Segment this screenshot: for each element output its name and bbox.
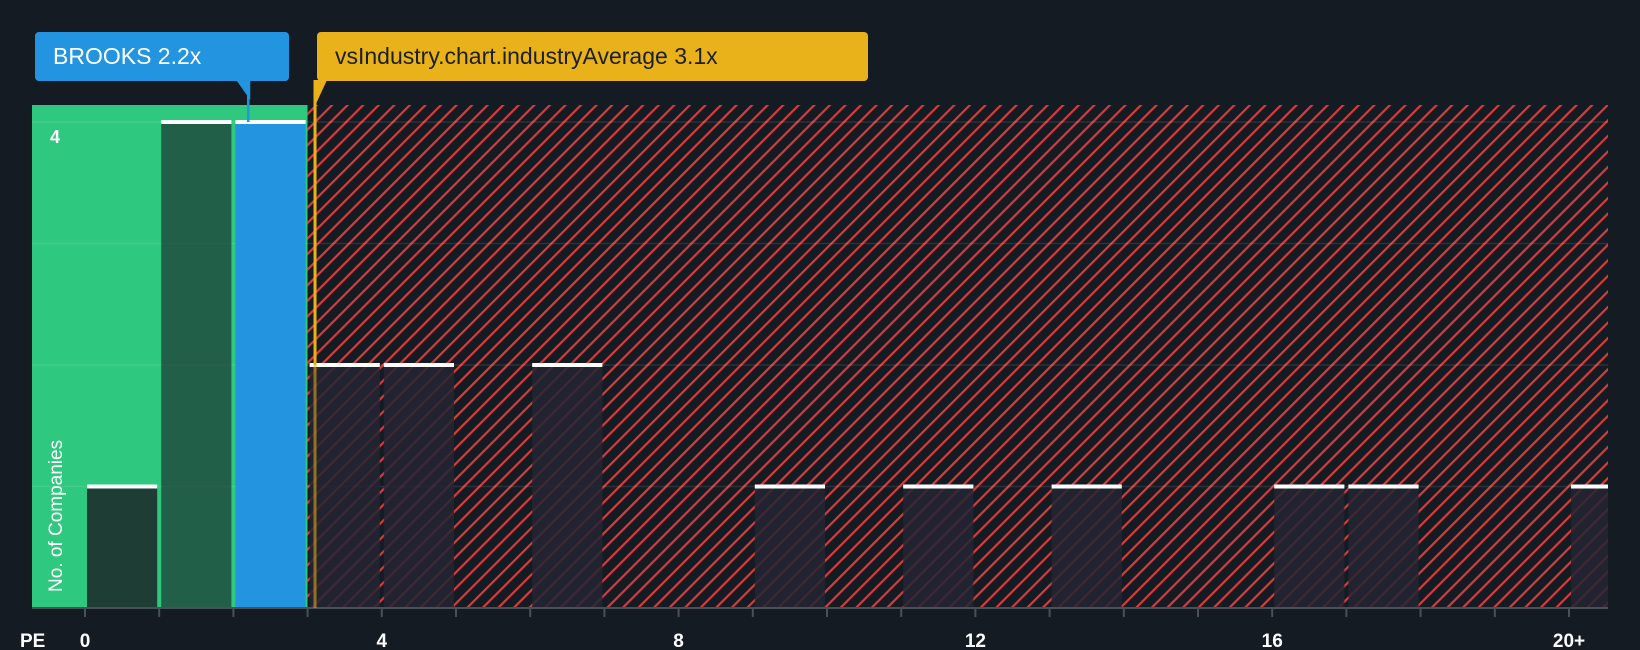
histogram-bar-4 <box>383 365 454 608</box>
y-axis-label: No. of Companies <box>46 440 67 592</box>
histogram-bar-8 <box>1051 486 1122 608</box>
x-tick-label: 20+ <box>1553 631 1585 650</box>
histogram-bar-cap-6 <box>754 484 825 489</box>
x-tick-label: 4 <box>377 631 388 650</box>
x-tick-label: 0 <box>80 631 91 650</box>
y-tick-label-4: 4 <box>50 127 60 147</box>
histogram-bar-10 <box>1348 486 1419 608</box>
histogram-bar-6 <box>754 486 825 608</box>
industry-callout-pointer <box>314 80 328 108</box>
histogram-bar-cap-10 <box>1348 484 1419 489</box>
x-tick-label: 16 <box>1262 631 1283 650</box>
histogram-bar-2 <box>235 122 306 608</box>
histogram-bar-cap-1 <box>161 120 232 124</box>
histogram-bar-cap-8 <box>1051 484 1122 489</box>
histogram-bar-cap-0 <box>87 484 158 489</box>
industry-average-callout: vsIndustry.chart.industryAverage 3.1x <box>317 32 868 81</box>
histogram-bar-1 <box>161 122 232 608</box>
histogram-bar-cap-7 <box>903 484 974 489</box>
histogram-bar-3 <box>309 365 380 608</box>
company-callout-pointer <box>236 80 251 100</box>
histogram-bar-cap-2 <box>235 120 306 124</box>
histogram-bar-cap-9 <box>1274 484 1345 489</box>
histogram-bar-7 <box>903 486 974 608</box>
x-axis-label: PE <box>20 631 45 650</box>
histogram-bar-9 <box>1274 486 1345 608</box>
histogram-bar-cap-4 <box>383 363 454 367</box>
histogram-bar-11 <box>1571 486 1608 608</box>
company-pe-callout: BROOKS 2.2x <box>35 32 289 81</box>
histogram-bar-0 <box>87 486 158 608</box>
histogram-bar-5 <box>532 365 603 608</box>
histogram-bar-cap-11 <box>1571 484 1608 489</box>
x-tick-label: 12 <box>965 631 986 650</box>
histogram-bar-cap-3 <box>309 363 380 367</box>
x-tick-label: 8 <box>673 631 684 650</box>
histogram-bar-cap-5 <box>532 363 603 367</box>
